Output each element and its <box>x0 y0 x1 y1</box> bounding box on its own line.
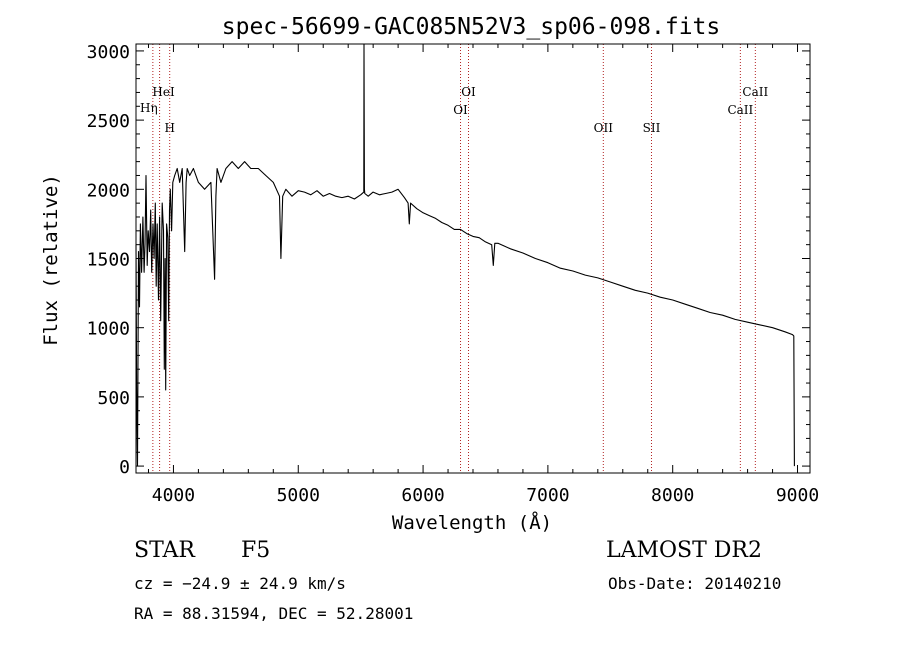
y-tick-label-4: 2000 <box>87 180 130 201</box>
line-marker-label-6: SII <box>643 121 661 135</box>
y-tick-label-5: 2500 <box>87 111 130 132</box>
axes: 4000 5000 6000 7000 8000 9000 0 500 1000 1500 2000… <box>87 42 820 506</box>
y-tick-label-3: 1500 <box>87 250 130 271</box>
line-marker-label-0: Hη <box>140 101 158 115</box>
line-marker-label-8: CaII <box>742 85 768 99</box>
x-tick-label-0: 4000 <box>152 485 195 506</box>
line-marker-label-3: OI <box>453 103 468 117</box>
y-tick-label-6: 3000 <box>87 42 130 63</box>
plot-frame <box>135 43 811 474</box>
line-marker-label-7: CaII <box>727 103 753 117</box>
x-tick-label-1: 5000 <box>277 485 320 506</box>
x-tick-label-4: 8000 <box>651 485 694 506</box>
y-tick-label-0: 0 <box>119 457 130 478</box>
chart-title: spec-56699-GAC085N52V3_sp06-098.fits <box>222 14 721 40</box>
x-tick-label-3: 7000 <box>526 485 569 506</box>
spectral-line-markers: Hη HeI H OI OI OII SII CaII CaII <box>140 44 768 473</box>
x-tick-label-5: 9000 <box>776 485 819 506</box>
y-tick-label-1: 500 <box>97 388 130 409</box>
object-subclass: F5 <box>241 538 271 563</box>
spectrum-series <box>135 43 795 467</box>
x-axis-label: Wavelength (Å) <box>392 511 552 534</box>
line-marker-label-4: OI <box>461 85 476 99</box>
object-class: STAR <box>134 538 195 563</box>
redshift-value: cz = −24.9 ± 24.9 km/s <box>134 574 346 593</box>
x-tick-label-2: 6000 <box>401 485 444 506</box>
y-tick-label-2: 1000 <box>87 319 130 340</box>
line-marker-label-5: OII <box>594 121 614 135</box>
line-marker-label-1: HeI <box>152 85 175 99</box>
spectrum-line-0 <box>135 43 795 467</box>
line-marker-label-2: H <box>164 121 174 135</box>
y-axis-label: Flux (relative) <box>40 174 62 346</box>
coordinates: RA = 88.31594, DEC = 52.28001 <box>134 604 414 623</box>
survey-name: LAMOST DR2 <box>606 538 762 563</box>
obs-date: Obs-Date: 20140210 <box>608 574 782 593</box>
